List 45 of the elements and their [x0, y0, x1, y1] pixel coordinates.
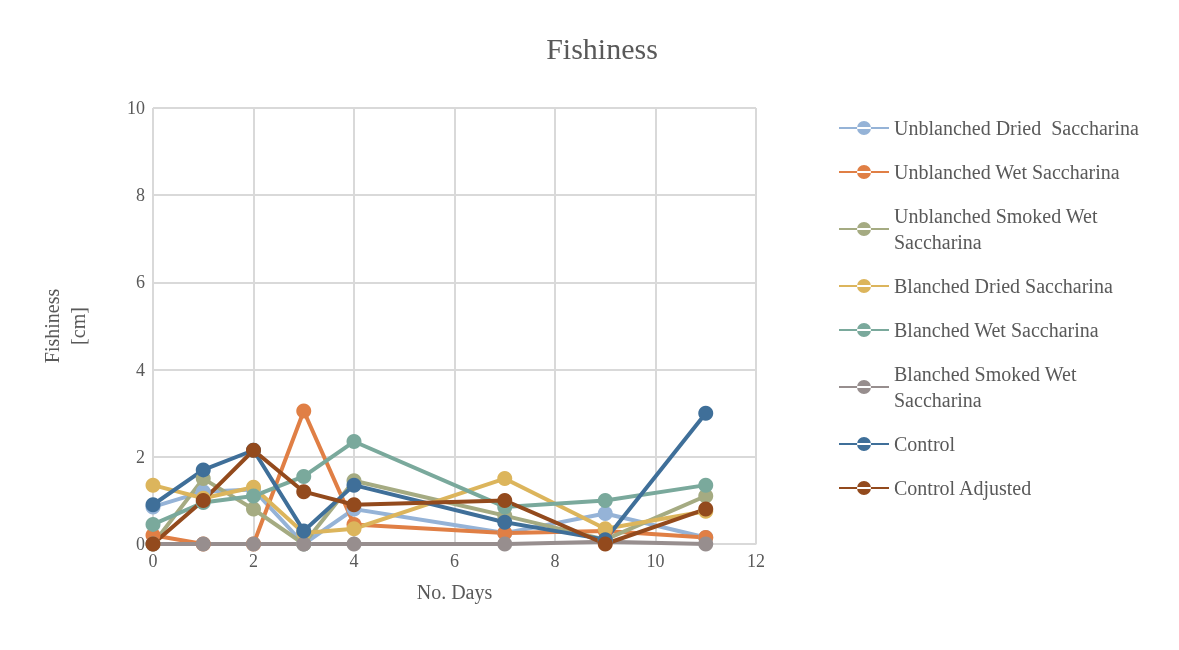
point: [145, 477, 161, 493]
x-tick-label: 4: [349, 551, 359, 571]
point: [698, 536, 714, 552]
legend-label: Unblanched Wet Saccharina: [894, 161, 1120, 183]
point: [597, 492, 613, 508]
point: [346, 521, 362, 537]
x-tick-label: 6: [450, 551, 459, 571]
x-tick-label: 12: [747, 551, 765, 571]
legend-label: Blanched Wet Saccharina: [894, 319, 1099, 341]
legend-label: Blanched Smoked Wet Saccharina: [894, 363, 1082, 411]
point: [296, 484, 312, 500]
y-tick-label: 4: [136, 359, 145, 380]
point: [698, 405, 714, 421]
chart-title: Fishiness: [546, 31, 658, 65]
y-tick-label: 2: [136, 446, 145, 467]
legend-label: Unblanched Dried Saccharina: [894, 117, 1140, 139]
point: [246, 488, 261, 504]
point: [145, 516, 161, 532]
point: [296, 403, 312, 419]
point: [346, 536, 362, 552]
x-tick-label: 2: [249, 551, 258, 571]
y-tick-label: 0: [136, 534, 145, 554]
point: [698, 477, 714, 493]
legend-label: Unblanched Smoked Wet Saccharina: [894, 205, 1103, 253]
point: [346, 497, 362, 513]
point: [597, 505, 613, 521]
point: [497, 471, 513, 487]
legend-label: Control: [894, 433, 956, 455]
legend-label: Blanched Dried Saccharina: [894, 275, 1113, 297]
y-tick-label: 6: [136, 272, 145, 293]
point: [346, 434, 362, 450]
point: [497, 536, 513, 552]
legend-label: Control Adjusted: [894, 477, 1032, 500]
point: [497, 492, 513, 508]
x-axis-title: No. Days: [416, 581, 493, 604]
point: [346, 477, 362, 493]
x-tick-label: 8: [550, 551, 560, 571]
point: [246, 501, 261, 517]
point: [296, 468, 312, 484]
y-axis-title: Fishiness [cm]: [41, 288, 89, 364]
y-tick-label: 8: [136, 185, 145, 206]
point: [497, 514, 513, 530]
y-tick-label: 10: [127, 98, 145, 118]
x-tick-label: 10: [646, 551, 665, 571]
point: [195, 462, 211, 478]
